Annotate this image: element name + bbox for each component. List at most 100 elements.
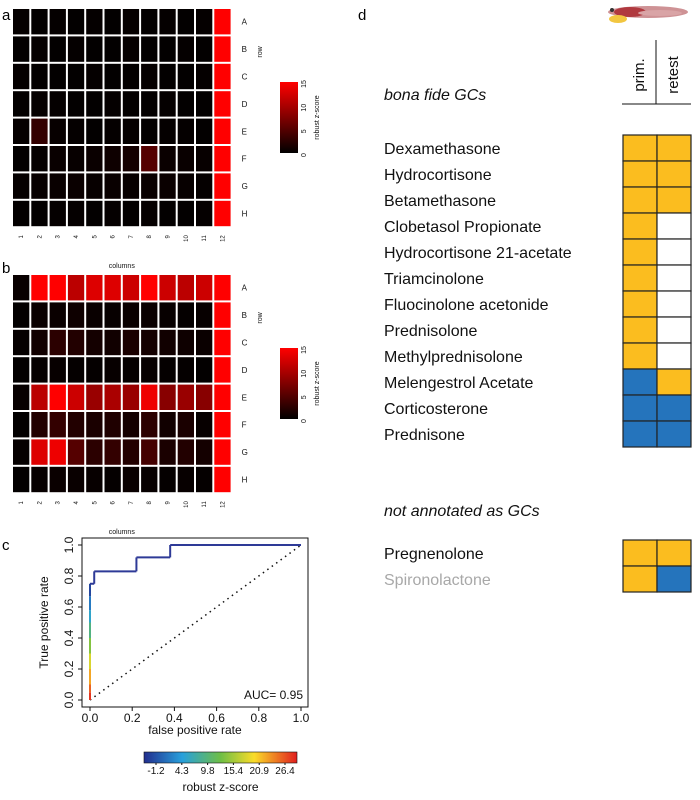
heatmap-cell <box>214 275 231 301</box>
heatmap-cell <box>177 329 194 356</box>
heatmap-cell <box>13 173 30 199</box>
heatmap-cell <box>141 118 158 144</box>
heatmap-xlabel: columns <box>109 529 136 536</box>
heatmap-cell <box>122 200 140 227</box>
heatmap-cell <box>31 36 48 62</box>
chance-diagonal <box>89 544 302 701</box>
heatmap-cell <box>31 302 48 328</box>
heatmap-cell <box>104 302 121 328</box>
heatmap-cell <box>122 357 140 383</box>
colorbar-tick-label: 5 <box>301 395 308 399</box>
column-tick-label: 1 <box>19 501 25 505</box>
y-tick-label: 0.8 <box>62 567 76 584</box>
result-cell <box>656 212 692 240</box>
heatmap-cell <box>104 118 121 144</box>
heatmap-cell <box>141 91 158 117</box>
heatmap-cell <box>196 118 213 144</box>
column-tick-label: 4 <box>74 501 80 505</box>
result-cell <box>622 134 658 162</box>
heatmap-cell <box>104 329 121 356</box>
row-tick-label: G <box>242 448 248 457</box>
heatmap-cell <box>159 146 176 172</box>
result-cell <box>622 565 658 593</box>
result-cell <box>622 186 658 214</box>
heatmap-cell <box>86 91 103 117</box>
heatmap-cell <box>214 9 231 35</box>
heatmap-cell <box>196 412 213 438</box>
result-cell <box>656 316 692 344</box>
compound-name: Melengestrol Acetate <box>384 375 534 392</box>
result-cell <box>656 342 692 370</box>
heatmap-cell <box>86 173 103 199</box>
result-cell <box>656 290 692 318</box>
heatmap-cell <box>159 275 176 301</box>
heatmap-cell <box>67 357 85 383</box>
column-tick-label: 1 <box>19 235 25 239</box>
group-label: bona fide GCs <box>384 87 486 104</box>
heatmap-cell <box>177 384 194 410</box>
row-tick-label: A <box>242 18 248 27</box>
row-tick-label: C <box>242 339 248 348</box>
colorbar-tick-label: 15 <box>301 346 308 354</box>
roc-colorbar-tick-label: 9.8 <box>201 766 215 777</box>
heatmap-cell <box>177 200 194 227</box>
heatmap-cell <box>31 357 48 383</box>
heatmap-cell <box>104 9 121 35</box>
compound-name: Corticosterone <box>384 401 488 418</box>
heatmap-cell <box>13 357 30 383</box>
heatmap-background <box>12 8 232 228</box>
compound-name: Fluocinolone acetonide <box>384 297 549 314</box>
heatmap-cell <box>196 173 213 199</box>
auc-annotation: AUC= 0.95 <box>244 688 303 702</box>
colorbar-label: robust z-score <box>314 361 321 405</box>
heatmap-cell <box>13 302 30 328</box>
heatmap-cell <box>177 357 194 383</box>
heatmap-cell <box>177 275 194 301</box>
heatmap-cell <box>122 412 140 438</box>
column-tick-label: 12 <box>220 501 226 508</box>
colorbar-label: robust z-score <box>314 95 321 139</box>
column-tick-label: 3 <box>56 235 62 239</box>
heatmap-cell <box>104 63 121 90</box>
heatmap-cell <box>159 412 176 438</box>
heatmap-cell <box>49 173 66 199</box>
heatmap-cell <box>13 146 30 172</box>
result-cell <box>656 264 692 292</box>
compound-name: Betamethasone <box>384 193 496 210</box>
result-cell <box>622 290 658 318</box>
heatmap-cell <box>49 118 66 144</box>
row-tick-label: A <box>242 284 248 293</box>
heatmap-cell <box>86 357 103 383</box>
heatmap-cell <box>177 466 194 493</box>
heatmap-cell <box>49 36 66 62</box>
heatmap-cell <box>67 439 85 465</box>
heatmap-cell <box>214 466 231 493</box>
compound-name: Dexamethasone <box>384 141 501 158</box>
column-tick-label: 2 <box>37 501 43 505</box>
result-cell <box>656 368 692 396</box>
heatmap-cell <box>196 275 213 301</box>
heatmap-cell <box>214 384 231 410</box>
heatmap-cell <box>122 302 140 328</box>
y-tick-label: 0.6 <box>62 598 76 615</box>
heatmap-cell <box>104 412 121 438</box>
heatmap-cell <box>86 412 103 438</box>
colorbar-tick-label: 10 <box>301 104 308 112</box>
compound-name: Prednisolone <box>384 323 478 340</box>
heatmap-cell <box>214 412 231 438</box>
column-tick-label: 11 <box>202 235 208 242</box>
heatmap-cell <box>13 200 30 227</box>
heatmap-cell <box>214 357 231 383</box>
compound-name: Methylprednisolone <box>384 349 523 366</box>
heatmap-cell <box>159 384 176 410</box>
column-tick-label: 2 <box>37 235 43 239</box>
row-tick-label: E <box>242 127 247 136</box>
heatmap-cell <box>159 357 176 383</box>
row-tick-label: B <box>242 45 247 54</box>
row-tick-label: F <box>242 421 247 430</box>
result-cell <box>622 212 658 240</box>
result-cell <box>656 186 692 214</box>
roc-colorbar-tick-label: 20.9 <box>249 766 269 777</box>
